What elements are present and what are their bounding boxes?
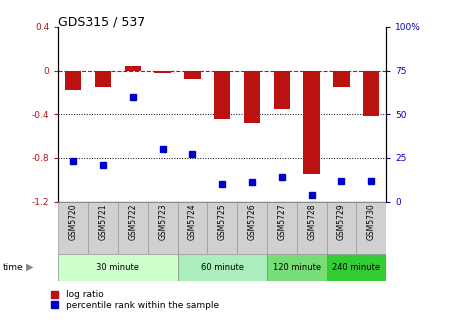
Text: GSM5729: GSM5729 [337, 203, 346, 240]
Bar [297, 202, 326, 254]
Bar [58, 254, 177, 281]
Text: 60 minute: 60 minute [201, 263, 244, 271]
Bar [237, 202, 267, 254]
Text: GSM5730: GSM5730 [367, 203, 376, 240]
Text: 30 minute: 30 minute [97, 263, 140, 271]
Bar [357, 202, 386, 254]
Bar [154, 71, 171, 73]
Bar [304, 71, 320, 174]
Bar [177, 202, 207, 254]
Bar [326, 254, 386, 281]
Bar [267, 202, 297, 254]
Bar [207, 202, 237, 254]
Text: ▶: ▶ [26, 262, 34, 272]
Bar [65, 71, 81, 90]
Text: GSM5721: GSM5721 [99, 203, 108, 240]
Text: time: time [2, 263, 23, 271]
Bar [184, 71, 201, 79]
Bar [95, 71, 111, 87]
Text: GSM5728: GSM5728 [307, 203, 316, 240]
Bar [273, 71, 290, 109]
Bar [363, 71, 379, 117]
Bar [177, 254, 267, 281]
Bar [244, 71, 260, 123]
Text: GSM5723: GSM5723 [158, 203, 167, 240]
Text: GSM5722: GSM5722 [128, 203, 137, 240]
Text: 120 minute: 120 minute [273, 263, 321, 271]
Text: GDS315 / 537: GDS315 / 537 [58, 15, 145, 28]
Text: GSM5724: GSM5724 [188, 203, 197, 240]
Bar [118, 202, 148, 254]
Bar [148, 202, 177, 254]
Text: GSM5726: GSM5726 [247, 203, 256, 240]
Bar [125, 66, 141, 71]
Bar [214, 71, 230, 119]
Bar [267, 254, 326, 281]
Bar [333, 71, 350, 87]
Text: GSM5720: GSM5720 [69, 203, 78, 240]
Bar [326, 202, 357, 254]
Bar [88, 202, 118, 254]
Bar [58, 202, 88, 254]
Text: GSM5725: GSM5725 [218, 203, 227, 240]
Text: GSM5727: GSM5727 [277, 203, 286, 240]
Text: 240 minute: 240 minute [332, 263, 380, 271]
Legend: log ratio, percentile rank within the sample: log ratio, percentile rank within the sa… [49, 288, 220, 312]
